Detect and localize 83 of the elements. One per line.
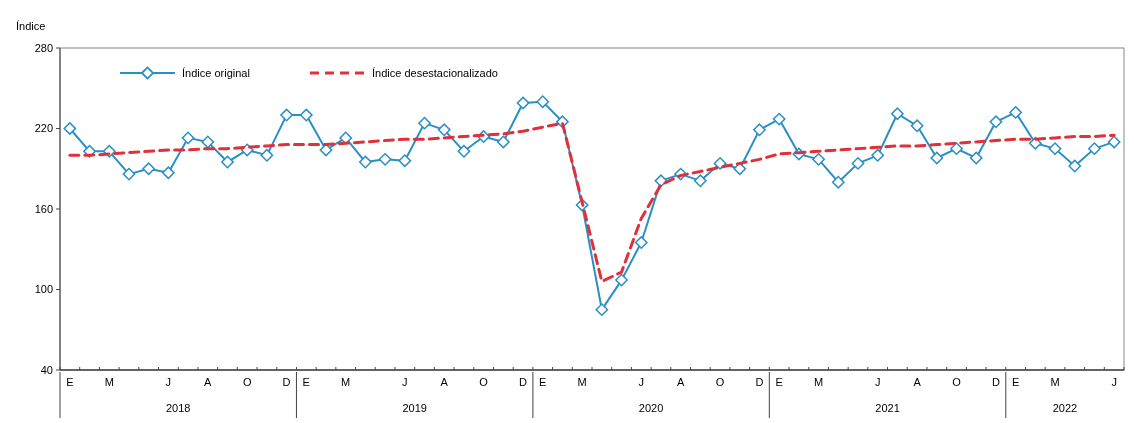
point xyxy=(910,119,924,133)
point xyxy=(831,175,845,189)
point xyxy=(772,112,786,126)
point xyxy=(378,152,392,166)
x-tick-label: J xyxy=(402,376,408,388)
y-tick-label: 220 xyxy=(34,122,53,135)
x-tick-label: M xyxy=(341,376,351,388)
y-tick-label: 100 xyxy=(34,283,53,296)
point xyxy=(398,154,412,168)
x-tick-label: J xyxy=(1111,376,1117,388)
point xyxy=(359,155,372,169)
x-tick-label: A xyxy=(676,376,685,388)
point xyxy=(516,96,530,110)
x-tick-label: E xyxy=(775,376,783,388)
point xyxy=(418,116,431,130)
x-tick-label: O xyxy=(715,376,725,388)
point xyxy=(693,174,707,188)
x-tick-label: E xyxy=(66,376,74,388)
point xyxy=(930,151,944,165)
point xyxy=(339,131,353,145)
x-tick-label: D xyxy=(282,376,291,388)
point xyxy=(299,108,313,122)
point xyxy=(634,236,648,249)
point xyxy=(122,167,136,181)
x-tick-label: O xyxy=(952,376,962,388)
point xyxy=(457,144,471,158)
point xyxy=(1088,142,1101,156)
x-tick-label: J xyxy=(874,376,881,388)
point xyxy=(713,156,727,170)
text: 2019 xyxy=(402,402,427,414)
x-tick-label: O xyxy=(242,376,252,388)
point xyxy=(615,273,628,287)
point xyxy=(753,123,766,137)
text: 2022 xyxy=(1052,402,1078,414)
x-tick-label: E xyxy=(1011,376,1020,388)
point xyxy=(1107,135,1121,149)
point xyxy=(1068,159,1082,173)
text: 2020 xyxy=(638,402,664,414)
point xyxy=(221,155,234,169)
legend-label: Índice original xyxy=(182,66,250,79)
point xyxy=(969,151,983,165)
x-tick-label: D xyxy=(755,376,764,388)
x-tick-label: M xyxy=(1050,376,1060,388)
point xyxy=(851,156,865,170)
point xyxy=(280,108,293,122)
x-tick-label: A xyxy=(204,376,213,388)
point xyxy=(260,148,274,162)
point xyxy=(595,303,609,317)
point xyxy=(161,166,175,180)
point xyxy=(871,148,885,162)
point xyxy=(812,152,825,166)
point xyxy=(142,162,156,176)
x-tick-label: M xyxy=(104,376,114,388)
point xyxy=(950,142,963,156)
x-tick-label: M xyxy=(577,376,587,388)
point xyxy=(181,131,195,145)
y-tick-label: 280 xyxy=(34,41,53,54)
x-tick-label: D xyxy=(991,376,1000,388)
point xyxy=(63,122,77,135)
x-tick-label: J xyxy=(165,376,172,388)
text: 2021 xyxy=(875,402,900,414)
x-tick-label: J xyxy=(638,376,645,388)
point xyxy=(989,115,1003,129)
legend-label: Índice desestacionalizado xyxy=(372,66,498,79)
y-tick-label: 160 xyxy=(34,202,53,215)
point xyxy=(496,135,510,149)
x-tick-label: E xyxy=(302,376,310,388)
y-axis-title: Índice xyxy=(16,20,46,32)
x-tick-label: A xyxy=(913,376,922,388)
x-tick-label: M xyxy=(814,376,824,388)
point xyxy=(1009,105,1023,119)
y-tick-label: 40 xyxy=(40,363,53,376)
point xyxy=(733,162,747,176)
x-tick-label: O xyxy=(479,376,489,388)
x-tick-label: D xyxy=(519,376,528,388)
text: 2018 xyxy=(165,402,191,414)
point xyxy=(1048,142,1062,156)
point xyxy=(536,95,550,109)
point xyxy=(437,123,451,137)
point xyxy=(891,107,904,121)
point xyxy=(201,135,215,149)
x-tick-label: A xyxy=(440,376,449,388)
x-tick-label: E xyxy=(539,376,547,388)
